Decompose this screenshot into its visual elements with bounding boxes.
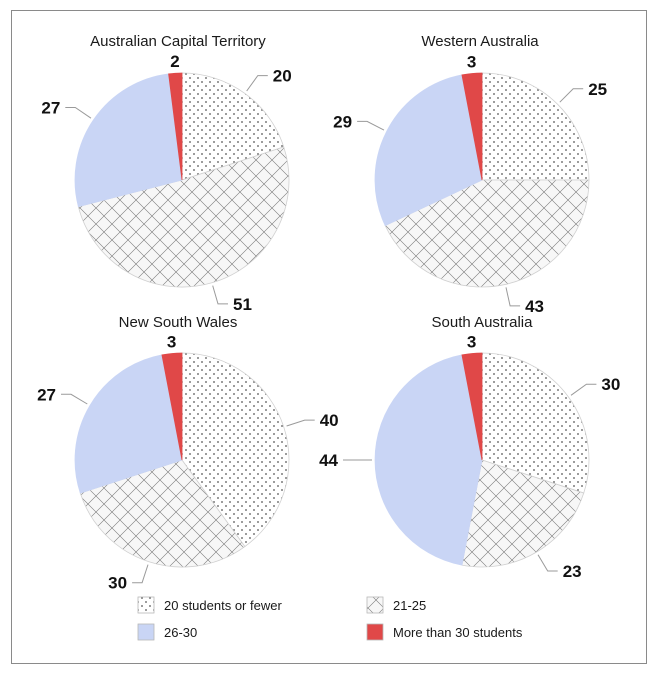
slice-21-25 [384, 179, 590, 288]
value-label: 3 [167, 333, 176, 352]
legend-item: 21-25 [366, 596, 426, 614]
slice-20-or-fewer [181, 352, 290, 548]
legend-item: 26-30 [137, 623, 197, 641]
pies-layer: Australian Capital Territory 20 51 27 2 Weste… [37, 33, 620, 593]
value-label: 30 [108, 574, 127, 593]
value-label: 23 [563, 562, 582, 581]
value-label: 51 [233, 295, 252, 314]
pie-title: New South Wales [119, 314, 238, 331]
legend-label: 20 students or fewer [164, 598, 282, 613]
leader-line [286, 419, 315, 427]
slice-26-30 [74, 354, 183, 494]
slice-over-30 [168, 72, 183, 181]
value-label: 29 [333, 112, 352, 131]
legend-label: 26-30 [164, 625, 197, 640]
value-label: 30 [601, 375, 620, 394]
leader-line [212, 285, 228, 305]
value-label: 25 [588, 80, 607, 99]
value-label: 20 [273, 67, 292, 86]
slice-26-30 [374, 354, 483, 566]
leader-line [559, 88, 584, 103]
legend-swatch [366, 623, 384, 641]
slice-21-25 [79, 459, 246, 568]
value-label: 44 [319, 451, 338, 470]
slice-over-30 [461, 352, 483, 461]
pie-chart-4: South Australia 30 23 44 3 [319, 314, 620, 581]
leader-line [570, 383, 597, 396]
slice-over-30 [161, 352, 183, 461]
slice-21-25 [77, 146, 290, 288]
leader-line [537, 554, 558, 572]
slice-over-30 [461, 72, 483, 181]
pie-chart-2: Western Australia 25 43 29 3 [333, 33, 607, 316]
pie-chart-1: Australian Capital Territory 20 51 27 2 [41, 33, 291, 314]
slice-20-or-fewer [481, 352, 590, 494]
legend-label: 21-25 [393, 598, 426, 613]
value-label: 43 [525, 297, 544, 316]
leader-line [132, 564, 149, 584]
slice-20-or-fewer [481, 72, 590, 181]
value-label: 2 [170, 52, 179, 71]
value-label: 40 [320, 411, 339, 430]
pie-title: South Australia [432, 314, 534, 331]
slice-21-25 [461, 459, 585, 568]
legend-swatch [366, 596, 384, 614]
leader-line [505, 287, 521, 307]
leader-line [357, 120, 385, 131]
value-label: 3 [467, 333, 476, 352]
value-label: 27 [37, 385, 56, 404]
legend-label: More than 30 students [393, 625, 523, 640]
value-label: 3 [467, 53, 476, 72]
legend-swatch [137, 623, 155, 641]
pie-title: Australian Capital Territory [90, 33, 266, 50]
leader-line [65, 107, 92, 119]
slice-26-30 [374, 74, 483, 227]
legend: 20 students or fewer 21-25 26-30 More than … [137, 596, 523, 641]
legend-item: 20 students or fewer [137, 596, 282, 614]
legend-item: More than 30 students [366, 623, 523, 641]
slice-20-or-fewer [181, 72, 285, 181]
slice-26-30 [74, 73, 183, 208]
leader-line [246, 75, 268, 92]
value-label: 27 [41, 99, 60, 118]
pie-title: Western Australia [421, 33, 539, 50]
legend-swatch [137, 596, 155, 614]
pie-chart-3: New South Wales 40 30 27 3 [37, 314, 339, 593]
leader-line [61, 393, 88, 405]
